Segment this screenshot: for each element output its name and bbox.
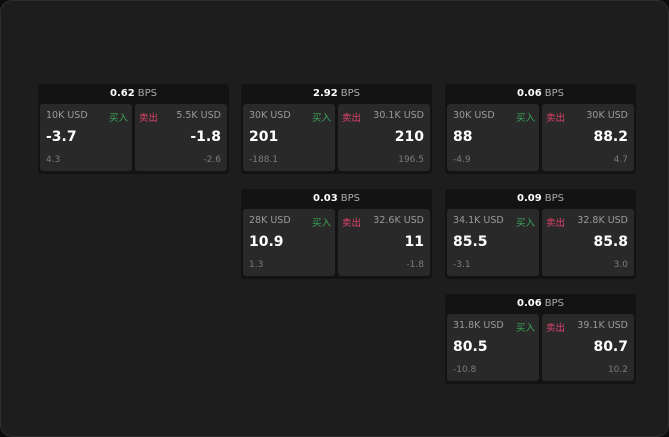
sell-price: 88.2 — [593, 129, 628, 145]
buy-quantity: 10K USD — [46, 110, 88, 121]
buy-label: 买入 — [108, 113, 128, 124]
buy-price: 10.9 — [249, 234, 284, 250]
buy-button[interactable]: 30K USD 买入 88 -4.9 — [447, 104, 539, 171]
sell-change: 4.7 — [613, 155, 628, 165]
sell-quantity: 30.1K USD — [373, 110, 424, 121]
spread-unit: BPS — [340, 88, 360, 99]
buy-change: 4.3 — [46, 155, 61, 165]
sell-change: 10.2 — [607, 365, 628, 375]
buy-change: -10.8 — [453, 365, 477, 375]
quote-card: 0.03 BPS 28K USD 买入 10.9 1.3 卖出 32.6K USD… — [241, 189, 432, 279]
quote-card: 0.09 BPS 34.1K USD 买入 85.5 -3.1 卖出 32.8K … — [445, 189, 636, 279]
sell-change: 3.0 — [613, 260, 628, 270]
sell-button[interactable]: 卖出 32.6K USD 11 -1.8 — [338, 209, 430, 276]
buy-change: 1.3 — [249, 260, 264, 270]
sell-label: 卖出 — [546, 113, 566, 124]
buy-price: -3.7 — [46, 129, 77, 145]
spread-unit: BPS — [137, 88, 157, 99]
buy-change: -3.1 — [453, 260, 471, 270]
sell-button[interactable]: 卖出 39.1K USD 80.7 10.2 — [542, 314, 634, 381]
sell-button[interactable]: 卖出 30K USD 88.2 4.7 — [542, 104, 634, 171]
quote-card: 0.06 BPS 30K USD 买入 88 -4.9 卖出 30K USD 88… — [445, 84, 636, 174]
sell-price: 210 — [394, 129, 424, 145]
sell-quantity: 30K USD — [586, 110, 628, 121]
sell-price: 80.7 — [593, 339, 628, 355]
sell-quantity: 5.5K USD — [176, 110, 221, 121]
spread-value: 0.06 — [517, 88, 542, 99]
buy-quantity: 34.1K USD — [453, 215, 504, 226]
spread-header: 0.06 BPS — [445, 294, 636, 314]
sell-price: 85.8 — [593, 234, 628, 250]
spread-unit: BPS — [544, 193, 564, 204]
buy-label: 买入 — [515, 218, 535, 229]
spread-header: 2.92 BPS — [241, 84, 432, 104]
quote-card: 0.06 BPS 31.8K USD 买入 80.5 -10.8 卖出 39.1K… — [445, 294, 636, 384]
buy-button[interactable]: 28K USD 买入 10.9 1.3 — [243, 209, 335, 276]
sell-quantity: 39.1K USD — [577, 320, 628, 331]
spread-header: 0.03 BPS — [241, 189, 432, 209]
buy-button[interactable]: 31.8K USD 买入 80.5 -10.8 — [447, 314, 539, 381]
buy-quantity: 30K USD — [453, 110, 495, 121]
buy-label: 买入 — [515, 113, 535, 124]
sell-button[interactable]: 卖出 5.5K USD -1.8 -2.6 — [135, 104, 227, 171]
sell-button[interactable]: 卖出 32.8K USD 85.8 3.0 — [542, 209, 634, 276]
buy-button[interactable]: 30K USD 买入 201 -188.1 — [243, 104, 335, 171]
buy-quantity: 30K USD — [249, 110, 291, 121]
quote-card: 2.92 BPS 30K USD 买入 201 -188.1 卖出 30.1K U… — [241, 84, 432, 174]
sell-quantity: 32.6K USD — [373, 215, 424, 226]
spread-value: 0.09 — [517, 193, 542, 204]
buy-change: -188.1 — [249, 155, 279, 165]
buy-label: 买入 — [311, 218, 331, 229]
spread-value: 0.62 — [110, 88, 135, 99]
spread-unit: BPS — [544, 88, 564, 99]
sell-quantity: 32.8K USD — [577, 215, 628, 226]
spread-unit: BPS — [340, 193, 360, 204]
buy-price: 88 — [453, 129, 473, 145]
spread-header: 0.09 BPS — [445, 189, 636, 209]
spread-header: 0.06 BPS — [445, 84, 636, 104]
buy-button[interactable]: 10K USD 买入 -3.7 4.3 — [40, 104, 132, 171]
sell-label: 卖出 — [546, 323, 566, 334]
buy-change: -4.9 — [453, 155, 471, 165]
sell-label: 卖出 — [342, 218, 362, 229]
buy-quantity: 28K USD — [249, 215, 291, 226]
buy-button[interactable]: 34.1K USD 买入 85.5 -3.1 — [447, 209, 539, 276]
spread-value: 0.06 — [517, 298, 542, 309]
buy-price: 201 — [249, 129, 279, 145]
sell-price: -1.8 — [190, 129, 221, 145]
spread-header: 0.62 BPS — [38, 84, 229, 104]
buy-label: 买入 — [311, 113, 331, 124]
buy-price: 85.5 — [453, 234, 488, 250]
sell-change: -2.6 — [203, 155, 221, 165]
quote-card: 0.62 BPS 10K USD 买入 -3.7 4.3 卖出 5.5K USD … — [38, 84, 229, 174]
buy-label: 买入 — [515, 323, 535, 334]
sell-label: 卖出 — [546, 218, 566, 229]
buy-price: 80.5 — [453, 339, 488, 355]
sell-change: 196.5 — [398, 155, 424, 165]
sell-button[interactable]: 卖出 30.1K USD 210 196.5 — [338, 104, 430, 171]
spread-value: 0.03 — [313, 193, 338, 204]
sell-price: 11 — [404, 234, 424, 250]
buy-quantity: 31.8K USD — [453, 320, 504, 331]
sell-change: -1.8 — [406, 260, 424, 270]
spread-value: 2.92 — [313, 88, 338, 99]
spread-unit: BPS — [544, 298, 564, 309]
sell-label: 卖出 — [139, 113, 159, 124]
sell-label: 卖出 — [342, 113, 362, 124]
